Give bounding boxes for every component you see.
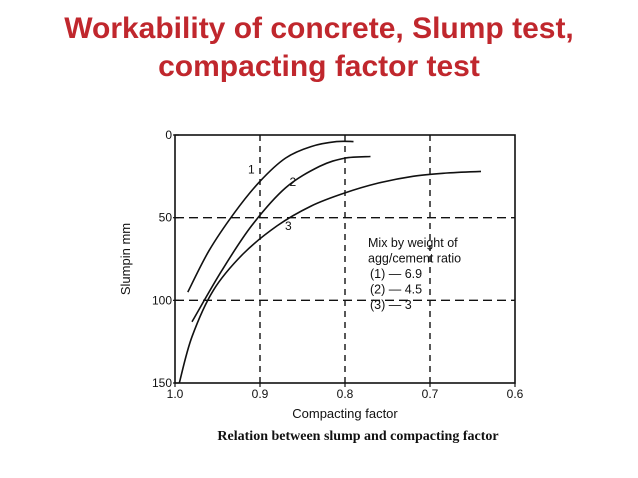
- y-tick-label: 150: [152, 376, 172, 390]
- series-lines: [178, 140, 482, 384]
- curve-label-2: 2: [290, 175, 297, 189]
- slide-title: Workability of concrete, Slump test, com…: [0, 10, 638, 86]
- y-tick-label: 100: [152, 293, 172, 307]
- legend-line-5: (3) — 3: [370, 298, 412, 312]
- y-axis-label: Slumpin mm: [118, 223, 133, 295]
- x-tick-label: 0.8: [337, 387, 354, 401]
- x-axis-label: Compacting factor: [292, 406, 398, 421]
- y-tick-label: 50: [159, 211, 173, 225]
- axis-ticks: 1.0 0.9 0.8 0.7 0.6 0 50 100 150: [152, 128, 524, 401]
- slide-title-line-2: compacting factor test: [158, 50, 480, 83]
- series-line-1: [187, 140, 354, 293]
- slide-title-line-1: Workability of concrete, Slump test,: [64, 12, 574, 45]
- series-line-2: [191, 155, 371, 323]
- legend: Mix by weight of agg/cement ratio(1) — 6.…: [368, 236, 461, 312]
- legend-line-1: Mix by weight of: [368, 236, 458, 250]
- legend-line-2: agg/cement ratio: [368, 252, 461, 266]
- x-tick-label: 0.6: [507, 387, 524, 401]
- legend-line-4: (2) — 4.5: [370, 283, 422, 297]
- chart-caption: Relation between slump and compacting fa…: [217, 429, 498, 444]
- curve-label-3: 3: [285, 219, 292, 233]
- curve-label-1: 1: [248, 162, 255, 176]
- legend-line-3: (1) — 6.9: [370, 267, 422, 281]
- series-line-3: [178, 170, 482, 384]
- x-tick-label: 1.0: [167, 387, 184, 401]
- x-tick-label: 0.7: [422, 387, 439, 401]
- y-tick-label: 0: [165, 128, 172, 142]
- curve-labels: 1 2 3: [248, 162, 297, 233]
- x-tick-label: 0.9: [252, 387, 269, 401]
